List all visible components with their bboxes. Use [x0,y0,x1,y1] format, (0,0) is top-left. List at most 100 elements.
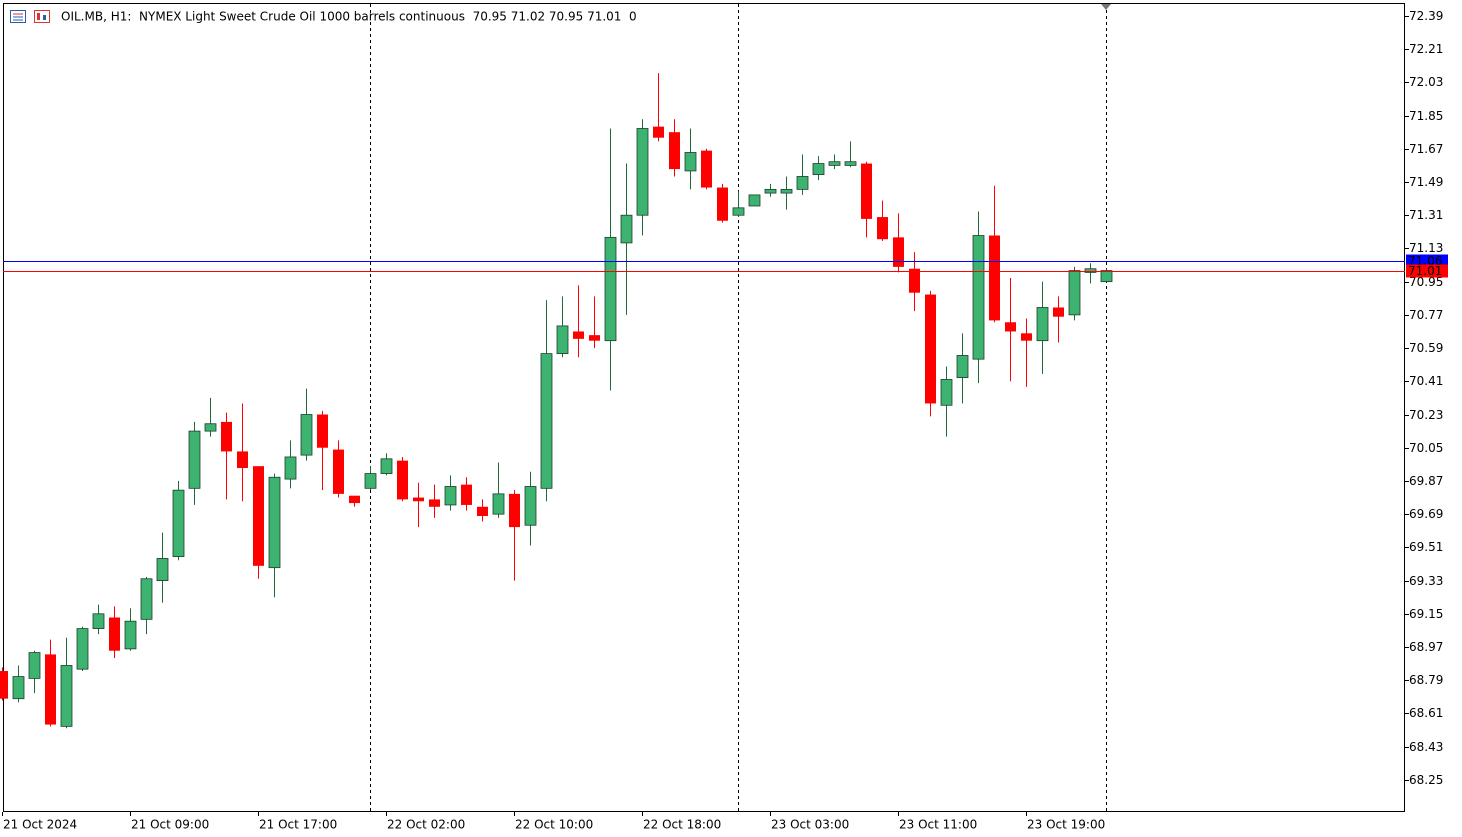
icon-chart[interactable] [34,10,50,23]
y-tick-label: 69.33 [1409,574,1443,588]
x-tick-label: 23 Oct 19:00 [1027,818,1105,832]
candle-body [796,176,809,190]
candle-body [861,163,872,219]
candle-body [573,331,584,339]
candle-body [204,423,217,432]
x-tick-label: 22 Oct 10:00 [515,818,593,832]
candle-body [653,126,664,138]
plot-frame [3,3,1405,812]
candle-body [253,466,264,566]
candle-body [1068,270,1081,316]
candle-body [28,652,41,679]
y-tick-label: 70.59 [1409,341,1443,355]
candle-body [380,458,393,474]
candle-body [589,335,600,341]
price-label-bg [1406,264,1448,278]
candle-body [188,430,201,489]
y-tick-label: 70.95 [1409,275,1443,289]
candle-body [0,671,8,699]
y-tick-label: 70.77 [1409,308,1443,322]
candle-body [140,578,153,620]
period-separators [370,4,1107,811]
y-tick-label: 69.51 [1409,540,1443,554]
candle-body [701,150,712,188]
y-tick-label: 69.87 [1409,474,1443,488]
candle-body [877,217,888,240]
icon-bar [37,13,40,20]
candle-body [893,237,904,267]
y-tick-label: 71.49 [1409,175,1443,189]
candle-body [828,161,841,166]
candle-body [268,476,281,569]
candle-body [748,194,761,207]
y-tick-label: 70.41 [1409,374,1443,388]
candle-body [1021,333,1032,341]
y-tick-label: 68.97 [1409,640,1443,654]
candle-body [76,628,89,670]
price-label: 71.01 [1408,264,1442,278]
candle-body [333,449,344,494]
candle-body [540,353,553,489]
candle-body [1005,322,1016,332]
candle-body [1053,307,1064,317]
y-tick-label: 68.25 [1409,773,1443,787]
y-tick-label: 71.67 [1409,142,1443,156]
shift-marker[interactable] [1101,4,1111,10]
candle-body [364,473,377,489]
candle-body [237,451,248,469]
candle-body [844,161,857,166]
candle-body [444,486,457,506]
candle-body [172,489,185,558]
candle-body [124,620,137,650]
candle-body [909,268,920,293]
candle-body [413,497,424,502]
chart-title: OIL.MB, H1: NYMEX Light Sweet Crude Oil … [61,10,637,24]
candle-body [524,486,537,526]
x-tick-label: 21 Oct 17:00 [259,818,337,832]
y-tick-label: 72.03 [1409,75,1443,89]
candle-body [732,207,745,216]
candle-body [812,163,825,176]
candle-body [45,654,56,725]
y-tick-label: 70.23 [1409,408,1443,422]
icon-bar [43,15,46,20]
y-tick-label: 69.15 [1409,607,1443,621]
candle-body [284,456,297,480]
candle-body [429,499,440,507]
candle-body [780,188,793,194]
y-tick-label: 68.79 [1409,673,1443,687]
candle-body [925,294,936,404]
y-tick-label: 68.43 [1409,740,1443,754]
y-tick-label: 72.39 [1409,9,1443,23]
x-tick-label: 22 Oct 02:00 [387,818,465,832]
candle-body [620,214,633,244]
y-tick-label: 69.69 [1409,507,1443,521]
candle-body [972,235,985,360]
y-tick-label: 71.85 [1409,109,1443,123]
x-tick-label: 21 Oct 2024 [3,818,77,832]
candle-body [764,188,777,194]
candle-body [221,421,232,452]
candle-body [477,506,488,517]
candle-body [669,132,680,170]
candle-body [156,558,169,581]
candles [0,73,1113,729]
candle-body [509,493,520,528]
y-tick-label: 72.21 [1409,42,1443,56]
candle-body [989,235,1000,321]
candle-body [1100,270,1113,283]
candle-body [461,484,472,505]
candle-body [636,128,649,216]
x-tick-label: 23 Oct 03:00 [771,818,849,832]
y-tick-label: 71.13 [1409,241,1443,255]
candle-body [317,414,328,448]
y-tick-label: 71.31 [1409,208,1443,222]
candle-body [92,613,105,629]
candle-body [604,236,617,342]
candle-body [956,355,969,379]
candle-body [1084,268,1097,273]
candle-body [397,460,408,500]
